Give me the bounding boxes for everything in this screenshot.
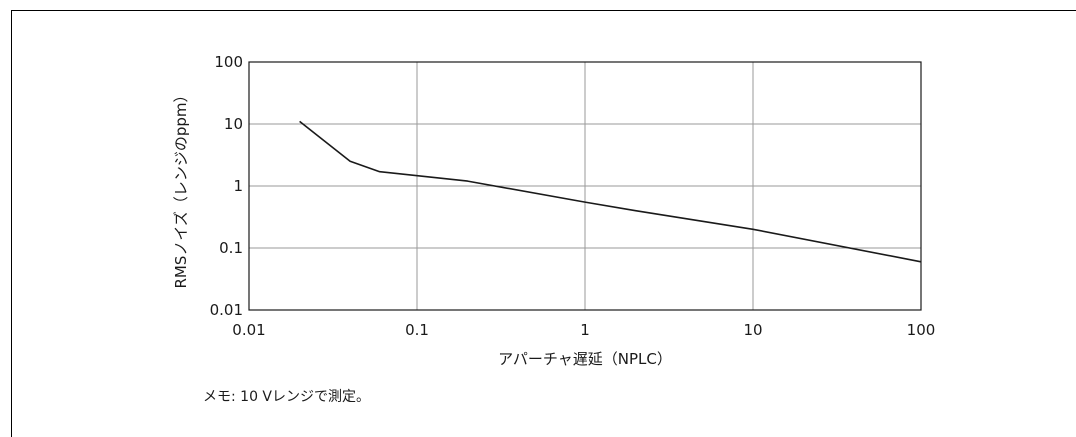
x-axis-label: アパーチャ遅延（NPLC）	[498, 350, 672, 368]
y-tick-label: 1	[233, 177, 243, 195]
figure-frame	[11, 10, 1076, 437]
x-tick-label: 100	[907, 321, 936, 339]
x-tick-label: 10	[743, 321, 762, 339]
y-axis-label: RMSノイズ（レンジのppm）	[172, 87, 190, 288]
series-layer	[299, 120, 922, 263]
x-tick-label: 1	[580, 321, 590, 339]
measurement-note: メモ: 10 Vレンジで測定。	[203, 389, 371, 405]
series-line	[299, 120, 922, 263]
tick-labels: 0.01 0.1 1 10 100 0.01 0.1 1 10 100	[210, 53, 936, 339]
x-tick-label: 0.01	[232, 321, 265, 339]
y-tick-label: 100	[214, 53, 243, 71]
y-tick-label: 0.01	[210, 301, 243, 319]
y-tick-label: 10	[224, 115, 243, 133]
grid-lines	[248, 61, 922, 311]
plot-area	[248, 61, 922, 311]
y-tick-label: 0.1	[219, 239, 243, 257]
x-tick-label: 0.1	[405, 321, 429, 339]
